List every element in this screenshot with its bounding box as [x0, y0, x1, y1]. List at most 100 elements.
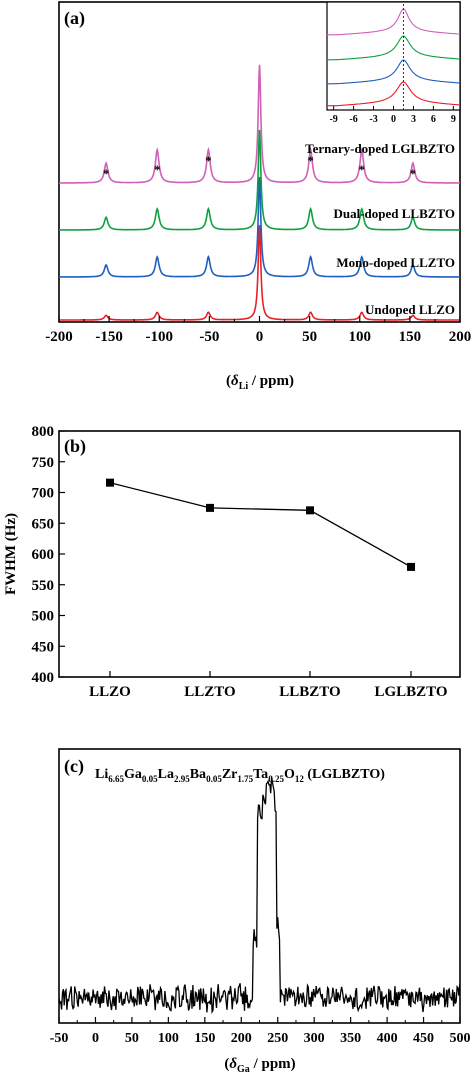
- panel-c-ga-nmr-spectrum: (c) Li6.65Ga0.05La2.95Ba0.05Zr1.75Ta0.25…: [50, 748, 471, 1075]
- fwhm-point-llzo: [106, 478, 114, 487]
- inset-line-ternary: [327, 8, 460, 36]
- sideband-star-5: *: [410, 166, 417, 181]
- panel-c-tick-label-8: 350: [340, 1031, 361, 1046]
- panel-a-series-group: [59, 64, 460, 321]
- panel-c-tick-label-9: 400: [377, 1031, 398, 1046]
- panel-b-y-tick-label-6: 700: [32, 486, 55, 502]
- panel-b-x-axis: LLZO LLZTO LLBZTO LGLBZTO: [89, 671, 448, 700]
- inset-line-undoped: [327, 81, 460, 107]
- formula-part-0: Li: [95, 767, 108, 782]
- panel-c-tick-label-0: -50: [50, 1031, 69, 1046]
- panel-b-y-tick-label-8: 800: [32, 424, 55, 440]
- panel-a-series-labels: Undoped LLZO Mono-doped LLZTO Dual-doped L…: [305, 141, 455, 317]
- panel-b-y-tick-label-5: 650: [32, 516, 55, 532]
- inset-tick-label-1: -6: [349, 114, 357, 125]
- series-label-ternary: Ternary-doped LGLBZTO: [305, 141, 455, 156]
- panel-c-data: [58, 776, 461, 1015]
- formula-part-5: 2.95: [174, 774, 190, 784]
- formula-part-7: 0.05: [206, 774, 222, 784]
- panel-a-x-axis: -200 -150 -100 -50 0 50 100 150 200: [45, 316, 471, 345]
- panel-a-inset: -9 -6 -3 0 3 6 9: [326, 1, 461, 125]
- formula-part-11: 0.25: [268, 774, 284, 784]
- ga-spectrum-line: [58, 776, 461, 1015]
- panel-c-tick-label-11: 500: [450, 1031, 471, 1046]
- panel-a-tick-label-1: -150: [95, 329, 123, 345]
- panel-a-tick-label-7: 150: [399, 329, 422, 345]
- inset-tick-label-6: 9: [451, 114, 456, 125]
- fwhm-line: [109, 482, 412, 568]
- panel-b-data: [106, 478, 415, 571]
- panel-a-tick-label-8: 200: [449, 329, 472, 345]
- panel-c-frame: [58, 748, 461, 1024]
- inset-x-axis: -9 -6 -3 0 3 6 9: [329, 106, 456, 125]
- panel-c-x-axis-symbol: δ: [229, 1056, 237, 1072]
- inset-tick-label-2: -3: [369, 114, 377, 125]
- panel-c-tick-label-4: 150: [194, 1031, 215, 1046]
- fwhm-point-llbzto: [306, 506, 314, 515]
- panel-b-x-tick-label-2: LLBZTO: [279, 684, 340, 700]
- formula-part-2: Ga: [124, 767, 142, 782]
- panel-a-x-axis-symbol: δ: [231, 373, 239, 389]
- panel-c-tick-label-7: 300: [304, 1031, 325, 1046]
- panel-b-y-tick-label-3: 550: [32, 578, 55, 594]
- panel-c-tick-label-5: 200: [231, 1031, 252, 1046]
- panel-c-x-axis: -50 0 50 100 150 200 250 300 350 400 450 500: [50, 1017, 471, 1046]
- formula-part-14: (LGLBZTO): [304, 767, 385, 782]
- sideband-star-4: *: [359, 162, 366, 177]
- formula-part-1: 6.65: [108, 774, 124, 784]
- sideband-star-3: *: [307, 153, 314, 168]
- series-line-undoped: [59, 224, 460, 321]
- panel-a-x-axis-subscript: Li: [239, 381, 249, 392]
- panel-c-tick-label-2: 50: [125, 1031, 139, 1046]
- panel-b-frame: [58, 430, 461, 678]
- panel-b-y-tick-label-1: 450: [32, 639, 55, 655]
- panel-c-tick-label-3: 100: [158, 1031, 179, 1046]
- inset-tick-label-0: -9: [329, 114, 337, 125]
- panel-b-y-tick-label-4: 600: [32, 547, 55, 563]
- panel-c-tick-label-1: 0: [92, 1031, 99, 1046]
- panel-c-tick-label-6: 250: [267, 1031, 288, 1046]
- panel-a-tick-label-3: -50: [199, 329, 219, 345]
- panel-b-fwhm-plot: (b) 400 450 500 550 600 650 700 750 800 LLZO LLZT…: [3, 424, 461, 700]
- panel-c-formula: Li6.65Ga0.05La2.95Ba0.05Zr1.75Ta0.25O12 …: [95, 767, 385, 784]
- panel-a-tick-label-2: -100: [146, 329, 174, 345]
- panel-b-x-tick-label-3: LGLBZTO: [374, 684, 447, 700]
- inset-tick-label-5: 6: [431, 114, 436, 125]
- inset-frame: [326, 1, 461, 111]
- panel-a-x-axis-unit: / ppm): [248, 373, 294, 389]
- panel-a-tick-label-5: 50: [302, 329, 317, 345]
- inset-series-group: [327, 8, 460, 107]
- series-line-ternary: [59, 64, 460, 184]
- panel-c-label: (c): [64, 756, 84, 777]
- panel-a-tick-label-0: -200: [45, 329, 73, 345]
- formula-part-4: La: [158, 767, 174, 782]
- panel-a-x-axis-open: (: [226, 373, 231, 389]
- panel-b-y-tick-label-2: 500: [32, 609, 55, 625]
- formula-part-12: O: [284, 767, 295, 782]
- panel-a-label: (a): [64, 8, 85, 29]
- panel-c-x-axis-subscript: Ga: [237, 1064, 250, 1075]
- series-label-undoped: Undoped LLZO: [365, 302, 455, 317]
- panel-b-y-tick-label-0: 400: [32, 670, 55, 686]
- fwhm-point-llzto: [206, 503, 214, 512]
- formula-part-9: 1.75: [237, 774, 253, 784]
- panel-c-x-axis-title: (δGa / ppm): [224, 1056, 295, 1075]
- series-label-mono: Mono-doped LLZTO: [336, 255, 455, 270]
- inset-tick-label-4: 3: [411, 114, 416, 125]
- inset-line-dual: [327, 35, 460, 61]
- panel-a-nmr-spectra: (a) Undoped LLZO Mono-doped LLZTO Dual-dop…: [45, 1, 471, 392]
- panel-b-y-axis-title: FWHM (Hz): [3, 513, 19, 595]
- panel-c-x-axis-unit: / ppm): [250, 1056, 296, 1072]
- sideband-star-2: *: [205, 153, 212, 168]
- panel-b-x-tick-label-1: LLZTO: [184, 684, 235, 700]
- formula-part-10: Ta: [253, 767, 268, 782]
- panel-c-tick-label-10: 450: [413, 1031, 434, 1046]
- fwhm-point-lglbzto: [407, 562, 415, 571]
- formula-part-6: Ba: [190, 767, 206, 782]
- panel-b-y-tick-label-7: 750: [32, 455, 55, 471]
- panel-a-x-axis-title: (δLi / ppm): [226, 373, 294, 392]
- panel-a-tick-label-4: 0: [256, 329, 264, 345]
- inset-line-mono: [327, 59, 460, 85]
- sideband-star-1: *: [154, 162, 161, 177]
